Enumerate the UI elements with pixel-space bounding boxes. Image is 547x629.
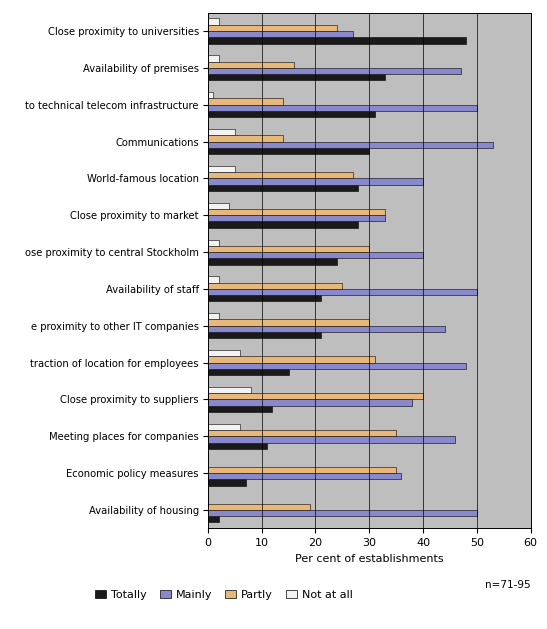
Text: n=71-95: n=71-95 xyxy=(485,580,531,590)
Bar xyxy=(208,92,213,98)
Bar xyxy=(208,437,455,443)
Bar xyxy=(208,185,358,191)
Bar xyxy=(208,221,358,228)
Bar xyxy=(208,111,375,117)
Bar xyxy=(208,98,283,104)
Bar xyxy=(208,240,219,246)
Bar xyxy=(208,424,240,430)
Bar xyxy=(208,276,219,282)
Bar xyxy=(208,313,219,320)
Bar xyxy=(208,516,219,523)
Bar xyxy=(208,282,342,289)
Bar xyxy=(208,393,423,399)
Bar xyxy=(208,142,493,148)
Bar xyxy=(208,406,272,412)
Bar xyxy=(208,399,412,406)
Bar xyxy=(208,479,246,486)
Bar xyxy=(208,179,423,185)
Bar xyxy=(208,215,385,221)
Bar xyxy=(208,68,461,74)
Bar xyxy=(208,74,385,81)
Bar xyxy=(208,356,375,362)
Bar xyxy=(208,259,337,265)
X-axis label: Per cent of establishments: Per cent of establishments xyxy=(295,554,444,564)
Bar xyxy=(208,252,423,259)
Bar xyxy=(208,209,385,215)
Bar xyxy=(208,135,283,142)
Legend: Totally, Mainly, Partly, Not at all: Totally, Mainly, Partly, Not at all xyxy=(91,586,357,604)
Bar xyxy=(208,246,369,252)
Bar xyxy=(208,104,477,111)
Bar xyxy=(208,31,353,37)
Bar xyxy=(208,362,466,369)
Bar xyxy=(208,166,235,172)
Bar xyxy=(208,55,219,62)
Bar xyxy=(208,443,267,448)
Bar xyxy=(208,37,466,43)
Bar xyxy=(208,473,401,479)
Bar xyxy=(208,504,310,510)
Bar xyxy=(208,332,321,338)
Bar xyxy=(208,326,445,332)
Bar xyxy=(208,203,229,209)
Bar xyxy=(208,289,477,295)
Bar xyxy=(208,25,337,31)
Bar xyxy=(208,18,219,25)
Bar xyxy=(208,172,353,179)
Bar xyxy=(208,430,396,437)
Bar xyxy=(208,62,294,68)
Bar xyxy=(208,295,321,301)
Bar xyxy=(208,320,369,326)
Bar xyxy=(208,467,396,473)
Bar xyxy=(208,510,477,516)
Bar xyxy=(208,369,289,375)
Bar xyxy=(208,350,240,356)
Bar xyxy=(208,148,369,154)
Bar xyxy=(208,387,251,393)
Bar xyxy=(208,129,235,135)
